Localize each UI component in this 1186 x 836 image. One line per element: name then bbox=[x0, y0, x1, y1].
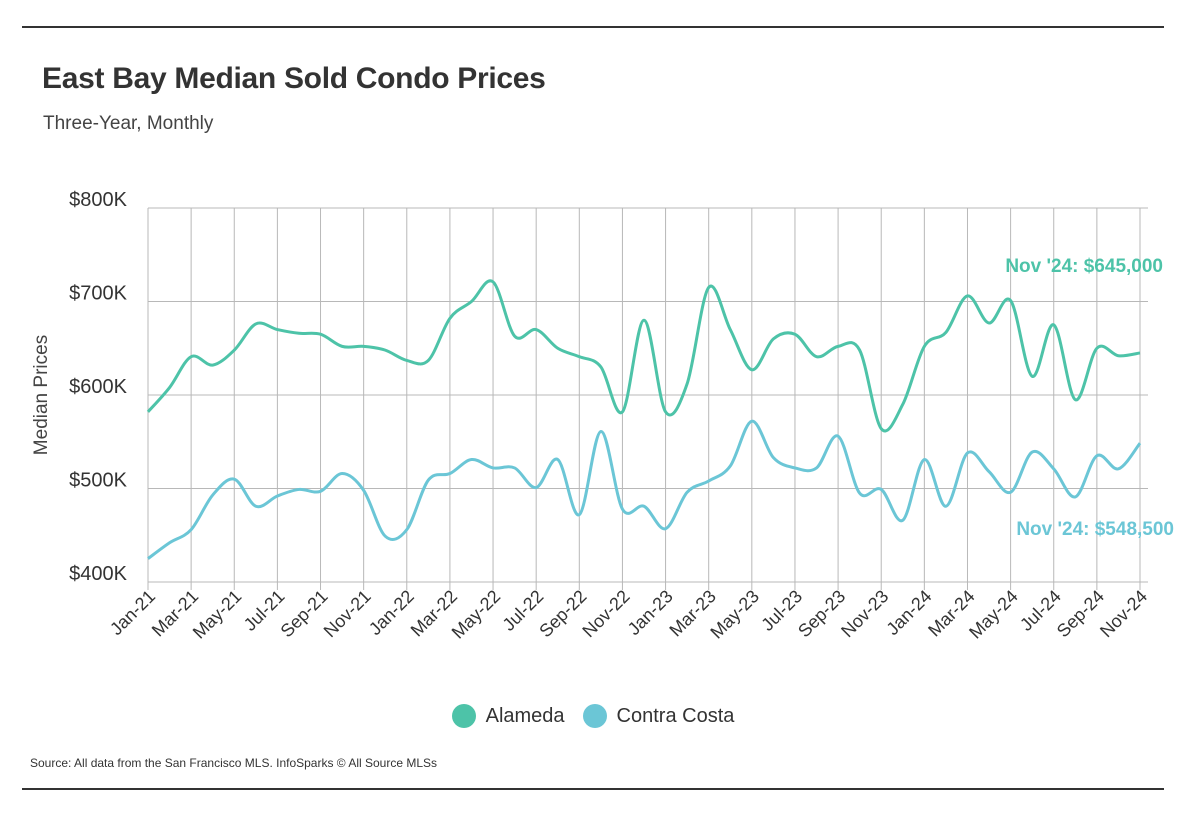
bottom-rule bbox=[22, 788, 1164, 790]
chart-title: East Bay Median Sold Condo Prices bbox=[42, 62, 546, 95]
series-line-contra-costa bbox=[147, 419, 1142, 560]
series-line-alameda bbox=[146, 279, 1141, 433]
x-tick-label: Sep-22 bbox=[535, 586, 590, 641]
grid-lines bbox=[147, 207, 1148, 590]
y-tick-label: $500K bbox=[69, 470, 127, 492]
x-tick-label: Jan-21 bbox=[106, 586, 159, 639]
series-lines bbox=[146, 279, 1142, 560]
y-tick-label: $600K bbox=[69, 376, 127, 398]
y-tick-label: $400K bbox=[69, 563, 127, 585]
legend-item-alameda[interactable]: Alameda bbox=[451, 704, 565, 728]
legend: Alameda Contra Costa bbox=[0, 704, 1186, 728]
x-tick-label: Nov-24 bbox=[1096, 586, 1151, 641]
x-tick-label: May-24 bbox=[965, 586, 1022, 643]
x-tick-label: May-23 bbox=[706, 586, 763, 643]
line-chart: $400K $500K $600K $700K $800K Jan-21Mar-21Ma… bbox=[31, 189, 1174, 643]
legend-label-contra-costa: Contra Costa bbox=[616, 704, 735, 727]
x-tick-label: Nov-21 bbox=[320, 586, 375, 641]
y-axis-ticks: $400K $500K $600K $700K $800K bbox=[69, 189, 127, 585]
x-tick-label: Sep-23 bbox=[794, 586, 849, 641]
x-tick-label: Sep-21 bbox=[277, 586, 332, 641]
legend-label-alameda: Alameda bbox=[485, 704, 565, 727]
x-tick-label: Jan-23 bbox=[624, 586, 677, 639]
x-tick-label: Jan-22 bbox=[365, 586, 418, 639]
x-axis-ticks: Jan-21Mar-21May-21Jul-21Sep-21Nov-21Jan-… bbox=[106, 586, 1151, 643]
x-tick-label: Nov-22 bbox=[578, 586, 633, 641]
x-tick-label: May-22 bbox=[448, 586, 505, 643]
x-tick-label: Jan-24 bbox=[882, 586, 935, 639]
x-tick-label: Sep-24 bbox=[1053, 586, 1108, 641]
x-tick-label: Nov-23 bbox=[837, 586, 892, 641]
chart-subtitle: Three-Year, Monthly bbox=[43, 113, 214, 134]
legend-swatch-alameda bbox=[451, 704, 476, 728]
annotation-alameda: Nov '24: $645,000 bbox=[1005, 256, 1163, 277]
y-axis-label: Median Prices bbox=[31, 335, 52, 455]
top-rule bbox=[22, 26, 1164, 28]
legend-swatch-contra-costa bbox=[582, 704, 607, 728]
y-tick-label: $700K bbox=[69, 283, 127, 305]
legend-item-contra-costa[interactable]: Contra Costa bbox=[582, 704, 735, 728]
annotation-contra-costa: Nov '24: $548,500 bbox=[1016, 519, 1174, 540]
x-tick-label: May-21 bbox=[189, 586, 246, 643]
y-tick-label: $800K bbox=[69, 189, 127, 211]
source-note: Source: All data from the San Francisco … bbox=[30, 756, 438, 770]
